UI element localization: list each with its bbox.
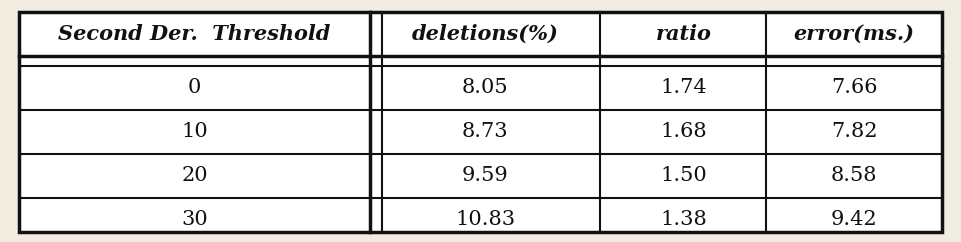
- Text: 1.50: 1.50: [660, 166, 707, 185]
- Text: 10: 10: [181, 122, 208, 141]
- Text: 9.42: 9.42: [831, 211, 877, 229]
- Text: 20: 20: [182, 166, 208, 185]
- Text: 1.68: 1.68: [660, 122, 706, 141]
- Text: 7.82: 7.82: [831, 122, 877, 141]
- Text: 8.58: 8.58: [831, 166, 877, 185]
- Text: error(ms.): error(ms.): [794, 24, 915, 44]
- Text: ratio: ratio: [655, 24, 711, 44]
- Text: 7.66: 7.66: [831, 78, 877, 97]
- Text: 1.74: 1.74: [660, 78, 706, 97]
- Text: 1.38: 1.38: [660, 211, 707, 229]
- Text: 30: 30: [181, 211, 208, 229]
- Text: 8.73: 8.73: [462, 122, 508, 141]
- Text: 9.59: 9.59: [461, 166, 508, 185]
- Text: Second Der.  Threshold: Second Der. Threshold: [59, 24, 331, 44]
- Text: deletions(%): deletions(%): [411, 24, 558, 44]
- Text: 10.83: 10.83: [456, 211, 515, 229]
- Text: 0: 0: [187, 78, 201, 97]
- Text: 8.05: 8.05: [462, 78, 508, 97]
